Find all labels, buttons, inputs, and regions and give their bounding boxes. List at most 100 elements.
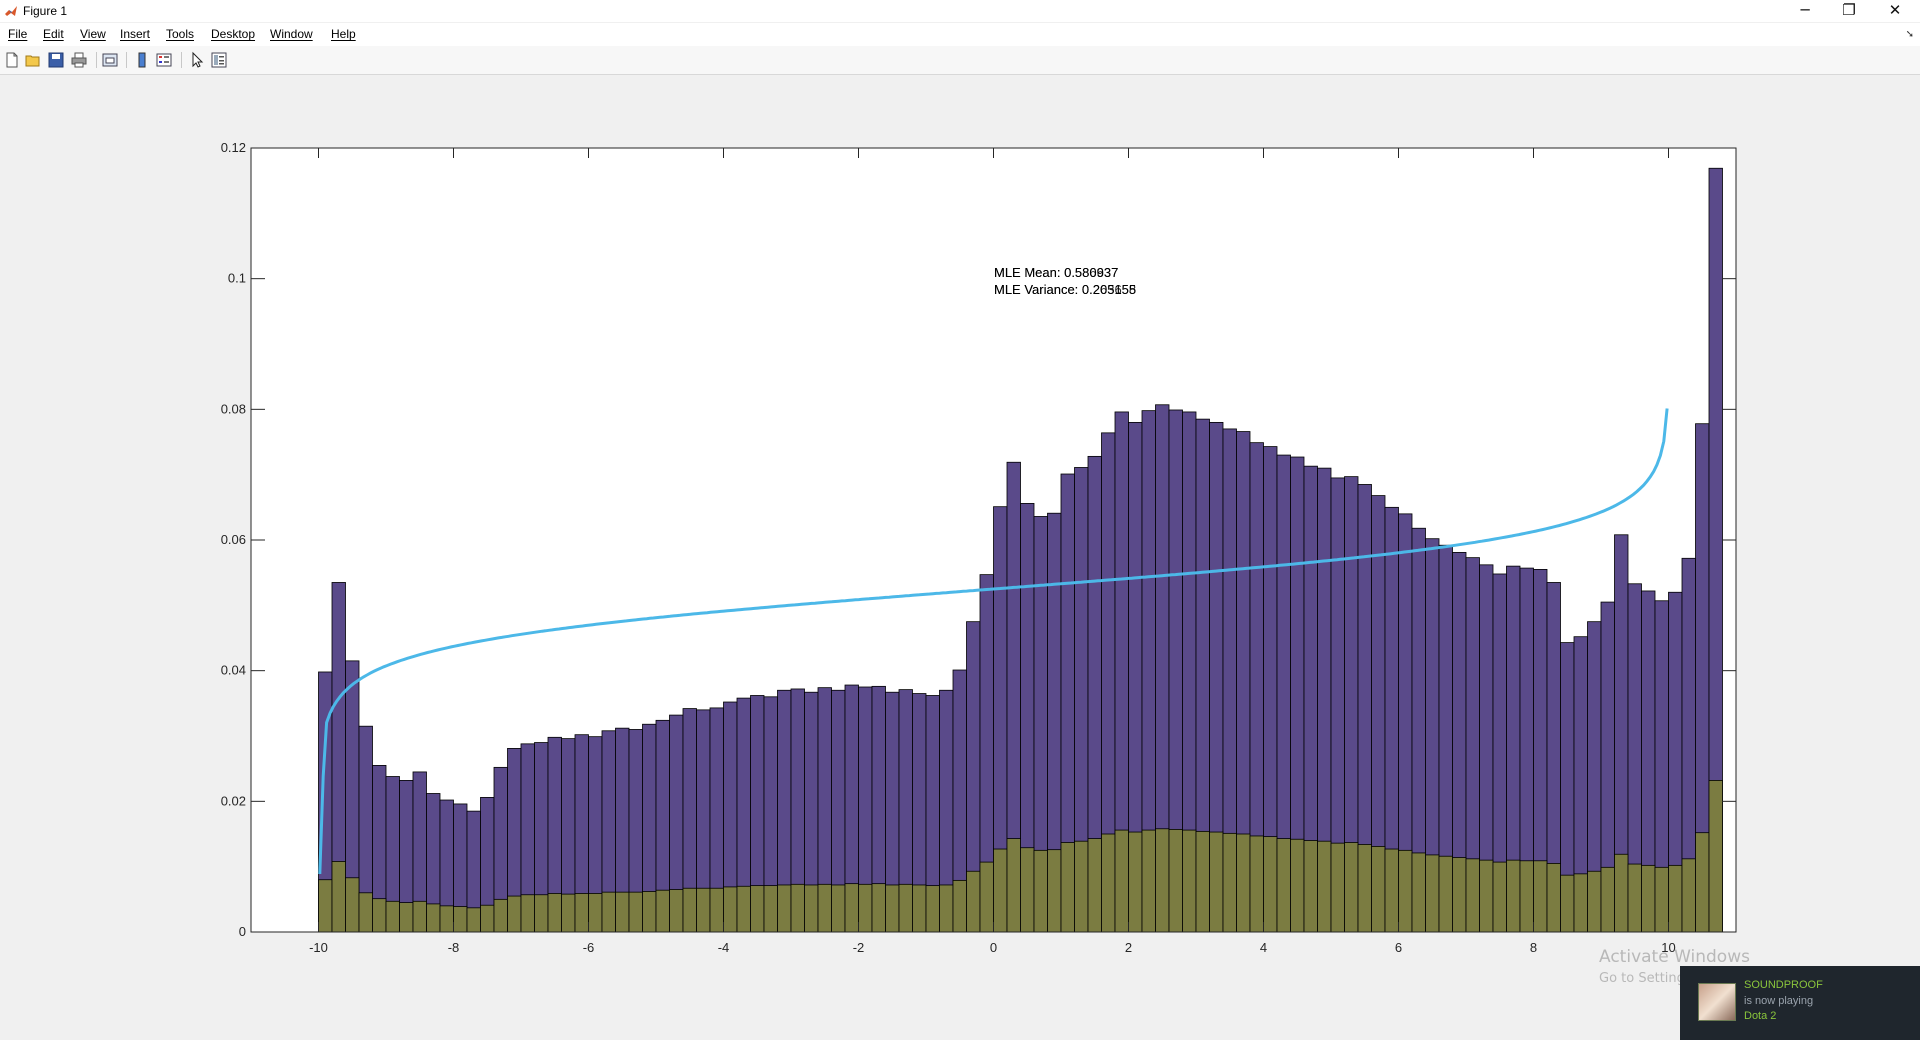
histogram-bar — [1398, 849, 1413, 933]
menu-view[interactable]: View — [80, 27, 106, 41]
menu-edit[interactable]: Edit — [43, 27, 64, 41]
histogram-bar — [1695, 832, 1710, 933]
menu-file[interactable]: File — [8, 27, 28, 41]
toolbar-separator — [126, 52, 127, 68]
histogram-bar — [1546, 863, 1561, 933]
histogram-bar — [520, 894, 535, 933]
histogram-bar — [1519, 860, 1534, 933]
x-tick-label: 8 — [1530, 940, 1537, 955]
histogram-bar — [1344, 842, 1359, 933]
x-tick-label: 10 — [1661, 940, 1675, 955]
toolbar-separator — [181, 52, 182, 68]
histogram-bar — [777, 884, 792, 933]
mle-mean-text: MLE Mean: 0.580937 — [994, 265, 1118, 280]
histogram-bar — [642, 891, 657, 933]
histogram-bar — [1101, 833, 1116, 933]
histogram-bar — [696, 887, 711, 933]
save-icon[interactable] — [47, 51, 65, 69]
histogram-bar — [1573, 873, 1588, 933]
histogram-bar — [1614, 853, 1629, 933]
close-button[interactable]: ✕ — [1888, 1, 1902, 19]
y-tick-label: 0.04 — [221, 663, 246, 678]
histogram-bar — [493, 898, 508, 933]
histogram-bar — [1681, 858, 1696, 933]
histogram-bar — [1479, 859, 1494, 933]
histogram-bar — [655, 889, 670, 933]
dock-arrow-icon[interactable]: ➘ — [1905, 29, 1914, 40]
histogram-bar — [1654, 866, 1669, 933]
histogram-bar — [804, 884, 819, 933]
select-pointer-icon[interactable] — [188, 51, 206, 69]
steam-notification[interactable]: SOUNDPROOF is now playing Dota 2 — [1680, 966, 1920, 1040]
link-plot-icon[interactable] — [101, 51, 119, 69]
menu-help[interactable]: Help — [331, 27, 356, 41]
legend-icon[interactable] — [155, 51, 173, 69]
print-icon[interactable] — [70, 51, 88, 69]
window-title: Figure 1 — [23, 4, 68, 18]
histogram-bar — [1222, 832, 1237, 933]
new-figure-icon[interactable] — [3, 51, 21, 69]
histogram-bar — [1452, 857, 1467, 933]
histogram-bar — [318, 879, 333, 933]
histogram-bar — [736, 885, 751, 933]
histogram-bar — [709, 887, 724, 933]
histogram-bar — [979, 861, 994, 933]
toast-username: SOUNDPROOF — [1744, 979, 1823, 991]
histogram-bar — [412, 900, 427, 933]
histogram-bar — [1087, 838, 1102, 933]
toast-status: is now playing — [1744, 995, 1814, 1007]
histogram-bar — [1425, 854, 1440, 933]
figure-toolbar — [0, 46, 1920, 75]
histogram-bar — [453, 906, 468, 933]
minimize-button[interactable]: ─ — [1800, 1, 1810, 19]
histogram-bar — [507, 895, 522, 933]
colorbar-icon[interactable] — [133, 51, 151, 69]
histogram-bar — [534, 894, 549, 933]
title-bar: Figure 1 ─ ❐ ✕ — [0, 0, 1920, 22]
menu-insert[interactable]: Insert — [120, 27, 151, 41]
histogram-bar — [844, 883, 859, 933]
menu-desktop[interactable]: Desktop — [211, 27, 256, 41]
histogram-bar — [1195, 830, 1210, 933]
histogram-bar — [1074, 840, 1089, 933]
histogram-bar — [1182, 829, 1197, 933]
histogram-bar — [601, 891, 616, 933]
histogram-bar — [1627, 863, 1642, 933]
open-file-icon[interactable] — [24, 51, 42, 69]
x-tick-label: -2 — [853, 940, 865, 955]
fitted-curve — [318, 408, 1669, 875]
x-tick-label: 2 — [1125, 940, 1132, 955]
x-tick-label: -4 — [718, 940, 730, 955]
histogram-bar — [1317, 840, 1332, 933]
histogram-bar — [682, 887, 697, 933]
maximize-button[interactable]: ❐ — [1842, 1, 1856, 19]
property-inspector-icon[interactable] — [210, 51, 228, 69]
histogram-bar — [358, 892, 373, 933]
histogram-bar — [439, 905, 454, 933]
histogram-bar — [588, 893, 603, 933]
histogram-bar — [871, 883, 886, 933]
histogram-bar — [912, 884, 927, 933]
x-tick-label: 4 — [1260, 940, 1267, 955]
toolbar-separator — [96, 52, 97, 68]
histogram-bar — [858, 883, 873, 933]
mle-variance-text: MLE Variance: 0.263658 — [994, 282, 1136, 297]
menu-tools[interactable]: Tools — [166, 27, 195, 41]
histogram-bar — [1141, 829, 1156, 933]
x-tick-label: -8 — [448, 940, 460, 955]
histogram-bar — [628, 891, 643, 933]
histogram-bar — [966, 870, 981, 933]
histogram-bar — [1236, 833, 1251, 933]
histogram-bar — [1708, 780, 1723, 933]
menu-window[interactable]: Window — [270, 27, 313, 41]
axis-ticks — [251, 147, 1736, 933]
histogram-bar — [1303, 840, 1318, 933]
x-tick-label: 6 — [1395, 940, 1402, 955]
histogram-bar — [345, 877, 360, 933]
histogram-bar — [1263, 836, 1278, 933]
histogram-bar — [1587, 870, 1602, 933]
histogram-bar — [925, 885, 940, 933]
histogram-bar — [669, 889, 684, 933]
y-tick-label: 0 — [239, 924, 246, 939]
